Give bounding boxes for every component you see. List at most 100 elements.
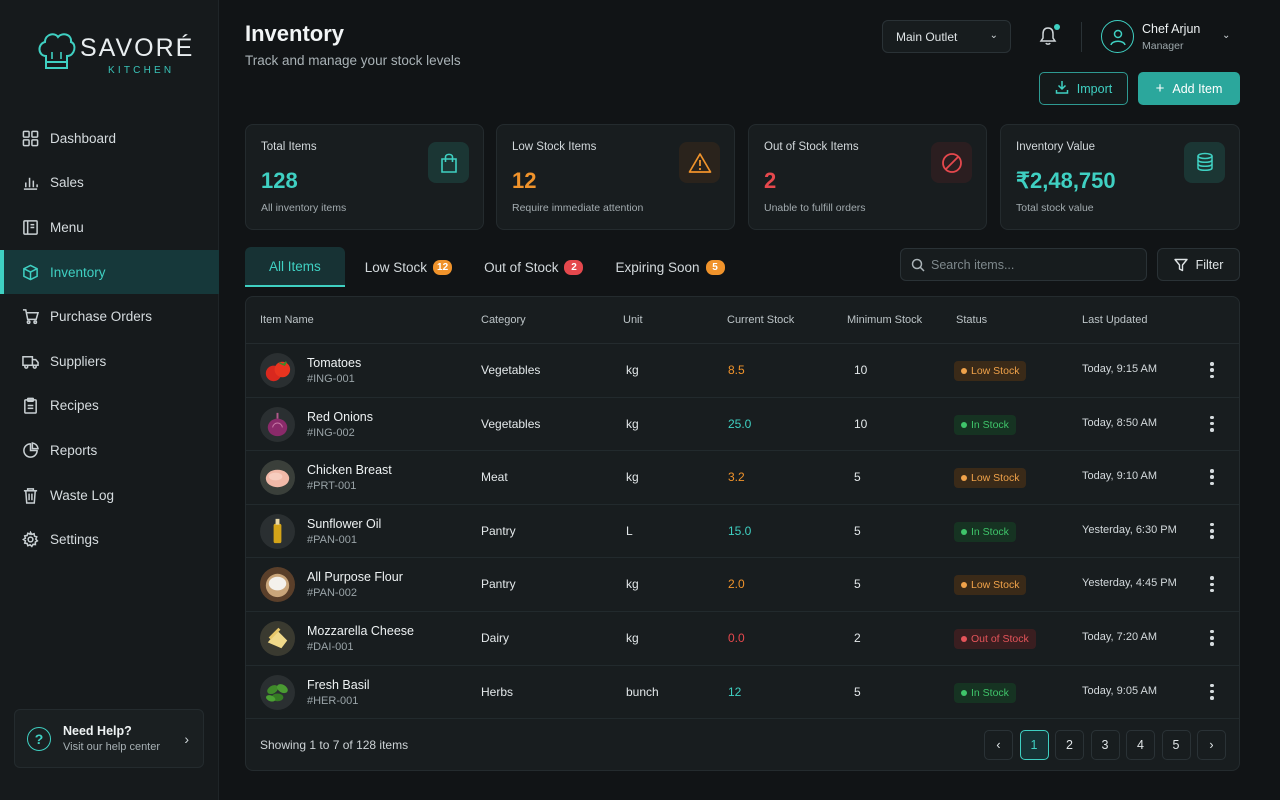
- sidebar-item-settings[interactable]: Settings: [0, 517, 219, 562]
- more-options-icon[interactable]: [1210, 415, 1214, 432]
- stat-card-low-stock: Low Stock Items 12 Require immediate att…: [496, 124, 735, 230]
- page-title: Inventory: [245, 21, 345, 46]
- stat-value: 2: [764, 168, 777, 193]
- truck-icon: [22, 355, 39, 369]
- sidebar: SAVORÉ KITCHEN Dashboard Sales Menu Inve…: [0, 0, 219, 800]
- table-row[interactable]: Fresh Basil #HER-001 Herbs bunch 12 5 In Stock…: [246, 666, 1239, 720]
- user-role: Manager: [1142, 40, 1184, 52]
- stat-label: Inventory Value: [1016, 141, 1096, 153]
- item-current-stock: 2.0: [728, 577, 745, 592]
- table-row[interactable]: Mozzarella Cheese #DAI-001 Dairy kg 0.0 2 Out …: [246, 612, 1239, 666]
- item-unit: kg: [626, 577, 639, 592]
- sidebar-item-reports[interactable]: Reports: [0, 428, 219, 473]
- page-button[interactable]: 5: [1161, 730, 1191, 760]
- page-button[interactable]: 2: [1055, 730, 1084, 760]
- sidebar-item-inventory[interactable]: Inventory: [0, 249, 219, 295]
- tab-label: Expiring Soon: [615, 259, 700, 275]
- table-row[interactable]: Sunflower Oil #PAN-001 Pantry L 15.0 5 In Stoc…: [246, 505, 1239, 559]
- more-options-icon[interactable]: [1210, 683, 1214, 700]
- column-header[interactable]: Item Name: [260, 314, 314, 326]
- item-category: Pantry: [481, 577, 516, 592]
- inventory-tabs: All Items Low Stock 12 Out of Stock 2 Ex…: [245, 247, 757, 287]
- item-name[interactable]: Fresh Basil: [307, 677, 370, 692]
- tab-out-of-stock[interactable]: Out of Stock 2: [484, 247, 584, 287]
- next-page-button[interactable]: ›: [1197, 730, 1226, 760]
- status-badge: Low Stock: [954, 361, 1027, 381]
- tab-expiring-soon[interactable]: Expiring Soon 5: [615, 247, 725, 287]
- column-header[interactable]: Current Stock: [727, 314, 795, 326]
- prev-page-button[interactable]: ‹: [984, 730, 1013, 760]
- sidebar-item-suppliers[interactable]: Suppliers: [0, 339, 219, 384]
- box-icon: [23, 264, 38, 281]
- table-footer: Showing 1 to 7 of 128 items ‹ 1 2 3 4 5 …: [246, 720, 1239, 770]
- outlet-select[interactable]: Main Outlet ⌄: [882, 20, 1011, 53]
- sidebar-item-label: Settings: [50, 532, 99, 548]
- item-minimum-stock: 5: [854, 577, 861, 592]
- item-name[interactable]: Tomatoes: [307, 356, 362, 370]
- item-minimum-stock: 5: [854, 470, 861, 485]
- table-row[interactable]: All Purpose Flour #PAN-002 Pantry kg 2.0 5 Low…: [246, 558, 1239, 612]
- brand-logo[interactable]: SAVORÉ KITCHEN: [36, 30, 194, 76]
- avatar[interactable]: [1101, 20, 1134, 53]
- filter-button[interactable]: Filter: [1157, 248, 1240, 281]
- add-item-button[interactable]: + Add Item: [1138, 72, 1240, 105]
- sidebar-item-dashboard[interactable]: Dashboard: [0, 116, 219, 161]
- item-last-updated: Yesterday, 6:30 PM: [1082, 523, 1177, 536]
- import-button[interactable]: Import: [1039, 72, 1128, 105]
- more-options-icon[interactable]: [1210, 522, 1214, 539]
- import-button-label: Import: [1076, 81, 1113, 96]
- sidebar-item-menu[interactable]: Menu: [0, 205, 219, 250]
- sidebar-item-waste-log[interactable]: Waste Log: [0, 473, 219, 518]
- count-badge: 2: [564, 259, 584, 275]
- more-options-icon[interactable]: [1210, 469, 1214, 486]
- item-name[interactable]: Red Onions: [307, 409, 374, 424]
- column-header[interactable]: Status: [956, 314, 988, 326]
- sidebar-item-label: Sales: [50, 175, 84, 191]
- more-options-icon[interactable]: [1210, 362, 1214, 378]
- item-current-stock: 3.2: [728, 470, 745, 485]
- item-name[interactable]: Mozzarella Cheese: [307, 623, 414, 638]
- user-name[interactable]: Chef Arjun: [1142, 22, 1201, 36]
- column-header[interactable]: Unit: [623, 314, 643, 326]
- item-name[interactable]: Sunflower Oil: [307, 516, 382, 531]
- item-current-stock: 8.5: [728, 363, 745, 377]
- bar-chart-icon: [23, 178, 38, 191]
- user-icon: [1109, 29, 1126, 45]
- search-input[interactable]: Search items...: [900, 248, 1147, 281]
- brand-tagline: KITCHEN: [108, 65, 175, 76]
- item-code: #HER-001: [307, 694, 359, 707]
- tab-all-items[interactable]: All Items: [245, 247, 345, 287]
- column-header[interactable]: Last Updated: [1082, 314, 1148, 326]
- table-row[interactable]: Red Onions #ING-002 Vegetables kg 25.0 10 In S…: [246, 398, 1239, 452]
- item-name[interactable]: All Purpose Flour: [307, 570, 403, 585]
- clipboard-icon: [24, 398, 37, 415]
- notification-dot: [1054, 24, 1060, 30]
- table-row[interactable]: Tomatoes #ING-001 Vegetables kg 8.5 10 Low Sto…: [246, 344, 1239, 398]
- item-name[interactable]: Chicken Breast: [307, 463, 392, 478]
- item-last-updated: Today, 8:50 AM: [1082, 416, 1158, 429]
- chevron-down-icon[interactable]: ⌄: [1222, 30, 1231, 41]
- sidebar-item-recipes[interactable]: Recipes: [0, 384, 219, 429]
- download-icon: [1055, 80, 1069, 98]
- tab-label: Low Stock: [364, 259, 428, 275]
- page-button[interactable]: 4: [1126, 730, 1155, 760]
- main-content: Inventory Track and manage your stock le…: [245, 0, 1240, 800]
- item-minimum-stock: 2: [854, 630, 861, 645]
- page-button[interactable]: 3: [1090, 730, 1120, 760]
- outlet-select-value: Main Outlet: [896, 29, 958, 44]
- table-row[interactable]: Chicken Breast #PRT-001 Meat kg 3.2 5 Low Stoc…: [246, 451, 1239, 505]
- menu-book-icon: [23, 220, 38, 235]
- help-center-card[interactable]: ? Need Help? Visit our help center ›: [14, 709, 204, 768]
- block-icon: [931, 142, 972, 183]
- page-button[interactable]: 1: [1019, 730, 1049, 760]
- bell-icon[interactable]: [1039, 26, 1057, 46]
- sidebar-item-sales[interactable]: Sales: [0, 161, 219, 206]
- sidebar-item-label: Menu: [50, 219, 84, 235]
- sidebar-item-purchase-orders[interactable]: Purchase Orders: [0, 294, 219, 339]
- column-header[interactable]: Category: [481, 314, 526, 326]
- tab-low-stock[interactable]: Low Stock 12: [364, 247, 453, 287]
- column-header[interactable]: Minimum Stock: [847, 314, 923, 326]
- more-options-icon[interactable]: [1210, 629, 1214, 646]
- stat-value: ₹2,48,750: [1016, 168, 1116, 193]
- more-options-icon[interactable]: [1210, 576, 1214, 593]
